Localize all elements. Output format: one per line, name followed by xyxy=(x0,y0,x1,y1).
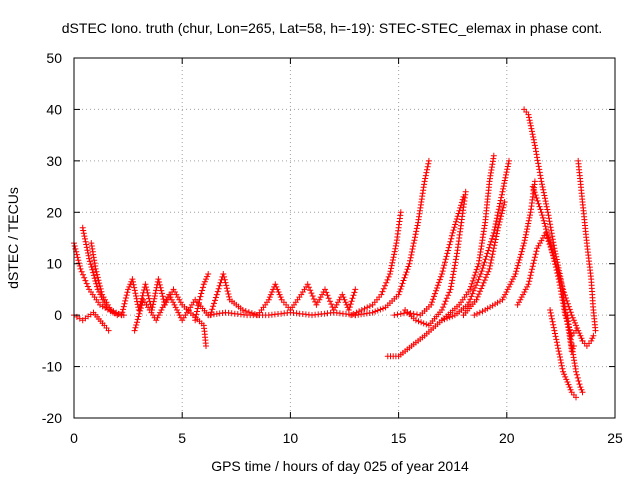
data-series-arc xyxy=(118,276,209,349)
grid xyxy=(74,58,615,418)
plus-markers xyxy=(438,157,512,324)
plus-markers xyxy=(352,157,432,319)
x-tick-label: 20 xyxy=(499,430,515,446)
data-series-arc xyxy=(460,199,508,319)
x-tick-label: 25 xyxy=(607,430,623,446)
data-series-arc xyxy=(287,281,359,313)
plus-markers xyxy=(471,178,538,319)
axis-ticks: 0 5 10 15 20 25 -20 -10 0 10 20 30 40 50 xyxy=(42,50,623,446)
y-tick-label: 10 xyxy=(46,256,62,272)
data-series-arc xyxy=(438,157,512,324)
y-tick-label: 40 xyxy=(46,101,62,117)
data-series-arc xyxy=(514,229,586,344)
plus-markers xyxy=(402,188,469,329)
y-tick-label: 30 xyxy=(46,153,62,169)
data-series-arc xyxy=(579,332,597,349)
x-tick-label: 0 xyxy=(70,430,78,446)
y-tick-label: 0 xyxy=(54,307,62,323)
data-series-arc xyxy=(471,178,538,319)
data-series-arc xyxy=(192,271,212,324)
plus-markers xyxy=(460,199,508,319)
y-tick-label: 50 xyxy=(46,50,62,66)
plus-markers xyxy=(131,291,212,334)
data-series-arc xyxy=(547,307,579,401)
plus-markers xyxy=(192,271,212,324)
data-series-arc xyxy=(384,152,497,360)
plus-markers xyxy=(71,309,112,334)
plus-markers xyxy=(514,229,586,344)
plus-markers xyxy=(384,152,497,360)
data-series-arc xyxy=(402,188,469,329)
data-series-arc xyxy=(71,309,112,334)
y-tick-label: 20 xyxy=(46,204,62,220)
data-points xyxy=(71,106,599,401)
data-series-arc xyxy=(391,193,467,319)
data-series-arc xyxy=(348,209,404,319)
x-tick-label: 10 xyxy=(283,430,299,446)
plus-markers xyxy=(88,240,125,319)
data-series-arc xyxy=(131,291,212,334)
x-tick-label: 15 xyxy=(391,430,407,446)
plus-markers xyxy=(575,157,599,334)
data-series-arc xyxy=(575,157,599,334)
y-axis-label: dSTEC / TECUs xyxy=(5,187,21,289)
data-series-arc xyxy=(88,240,125,319)
plus-markers xyxy=(547,307,579,401)
data-series-arc xyxy=(352,157,432,319)
plus-markers xyxy=(287,281,359,313)
y-tick-label: -10 xyxy=(42,359,62,375)
plus-markers xyxy=(521,106,577,355)
x-axis-label: GPS time / hours of day 025 of year 2014 xyxy=(211,458,469,474)
x-tick-label: 5 xyxy=(178,430,186,446)
plus-markers xyxy=(579,332,597,349)
data-series-arc xyxy=(207,271,294,319)
y-tick-label: -20 xyxy=(42,410,62,426)
chart-title: dSTEC Iono. truth (chur, Lon=265, Lat=58… xyxy=(62,20,602,36)
plus-markers xyxy=(391,193,467,319)
data-series-arc xyxy=(521,106,577,355)
data-series-arc xyxy=(205,309,359,319)
data-series-arc xyxy=(564,312,586,396)
plus-markers xyxy=(205,309,359,319)
plus-markers xyxy=(564,312,586,396)
plus-markers xyxy=(118,276,209,349)
plus-markers xyxy=(207,271,294,319)
plus-markers xyxy=(348,209,404,319)
plot-frame xyxy=(73,57,616,419)
